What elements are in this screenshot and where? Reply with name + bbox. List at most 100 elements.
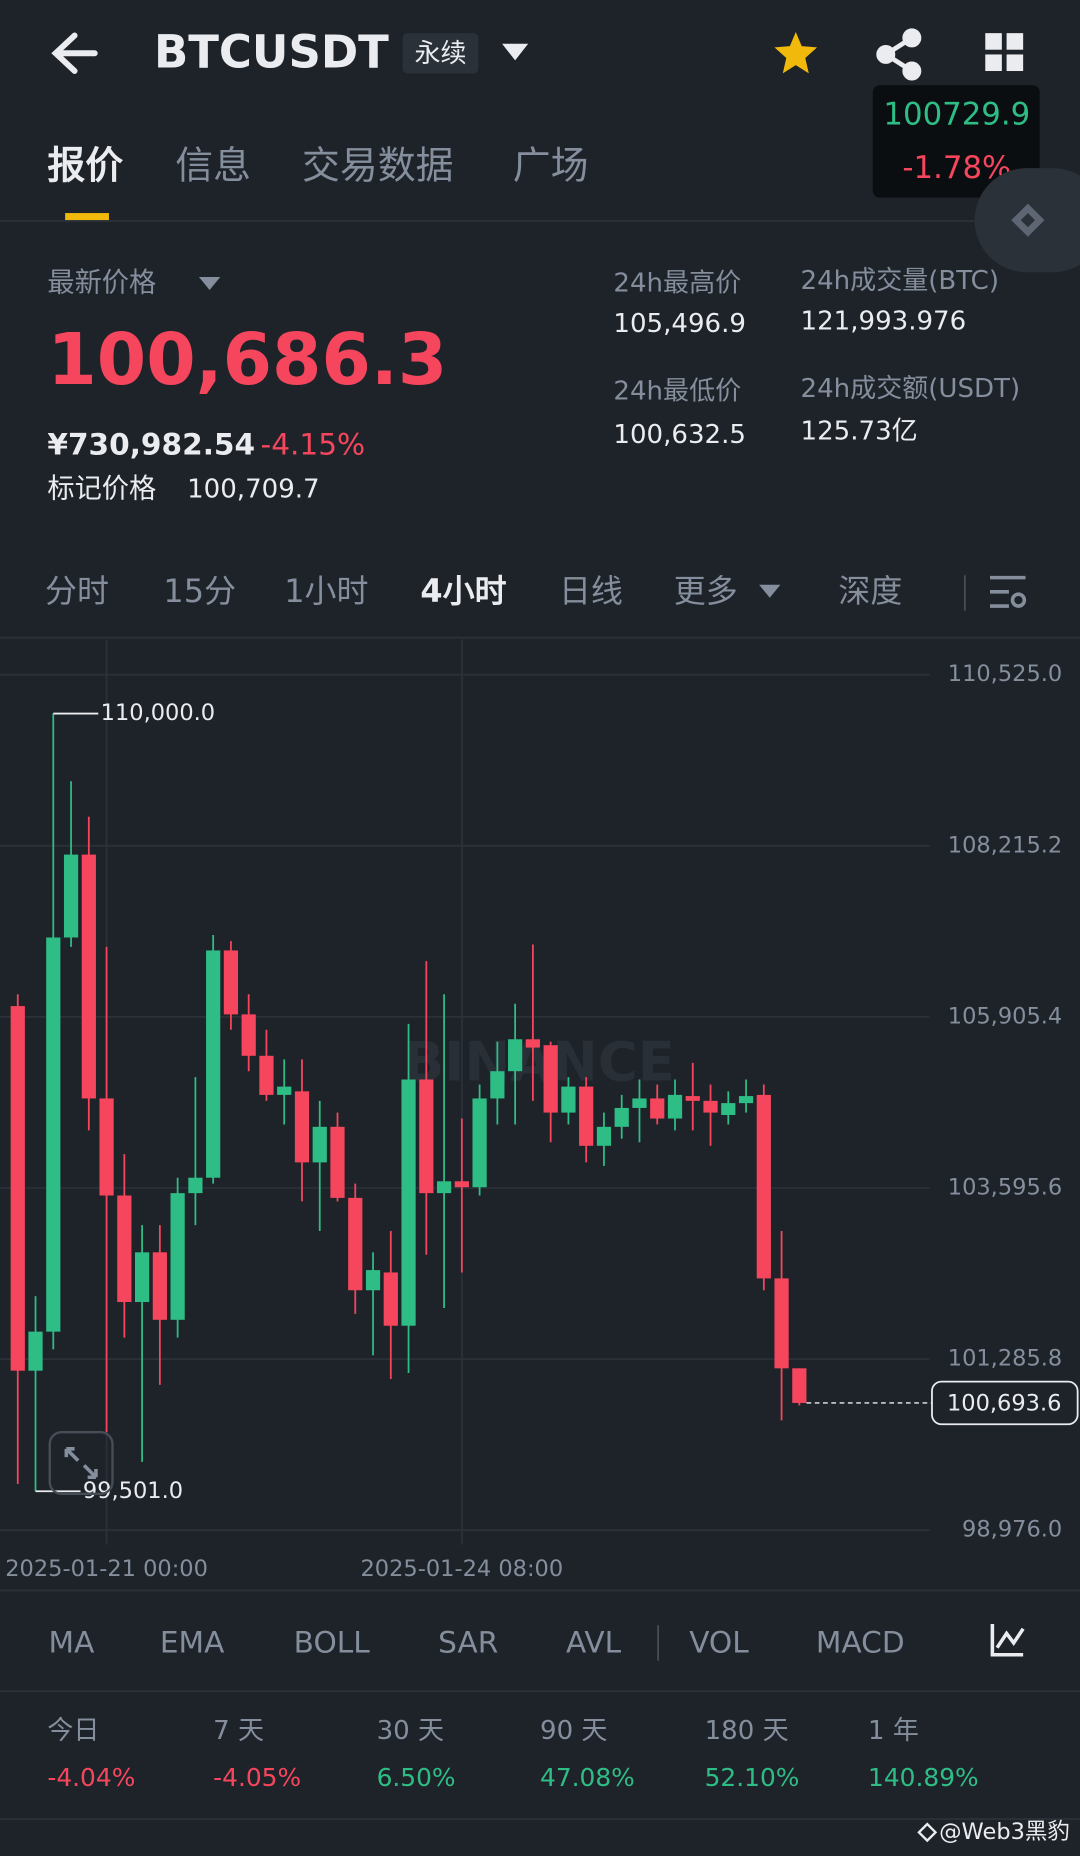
indicator-settings[interactable] — [990, 1624, 1025, 1657]
period-change: -4.04% — [47, 1763, 135, 1792]
candle-body — [170, 1193, 185, 1320]
footer-icon — [917, 1822, 938, 1843]
separator — [657, 1625, 660, 1661]
candle-body — [46, 937, 61, 1332]
stat-value: 125.73亿 — [801, 417, 918, 447]
indicator[interactable]: EMA — [160, 1626, 224, 1660]
candle-body — [543, 1045, 558, 1113]
x-tick-label: 2025-01-21 00:00 — [5, 1556, 208, 1582]
indicator[interactable]: MACD — [816, 1626, 905, 1660]
candle-body — [579, 1086, 594, 1146]
period-label: 180 天 — [705, 1716, 789, 1746]
fullscreen-button[interactable] — [48, 1431, 114, 1495]
candle-body — [419, 1079, 434, 1194]
indicator[interactable]: BOLL — [294, 1626, 371, 1660]
price-label: 最新价格 — [47, 268, 156, 299]
candle-body — [508, 1039, 523, 1072]
more-dropdown[interactable] — [759, 584, 781, 598]
tab[interactable]: 交易数据 — [302, 144, 454, 188]
y-tick-label: 105,905.4 — [948, 1003, 1062, 1029]
candle-body — [632, 1098, 647, 1108]
price-dropdown[interactable] — [198, 276, 221, 290]
candle-body — [99, 1098, 114, 1196]
stat-label: 24h成交量(BTC) — [801, 266, 999, 296]
timeframe[interactable]: 15分 — [163, 572, 236, 610]
y-tick-label: 108,215.2 — [948, 832, 1062, 858]
candle-body — [81, 854, 96, 1099]
candle-body — [152, 1252, 167, 1320]
symbol-dropdown[interactable] — [502, 43, 529, 61]
chart-settings[interactable] — [989, 575, 1027, 608]
separator — [963, 575, 966, 611]
tab[interactable]: 信息 — [175, 144, 251, 188]
indicator[interactable]: SAR — [438, 1626, 498, 1660]
annotation-label: 99,501.0 — [83, 1478, 183, 1504]
candle-body — [472, 1098, 487, 1188]
timeframe[interactable]: 更多 — [674, 572, 738, 610]
candle-body — [703, 1100, 718, 1113]
y-tick-label: 98,976.0 — [962, 1517, 1062, 1543]
candle-body — [401, 1079, 416, 1326]
candle-body — [596, 1126, 612, 1146]
y-tick-label: 103,595.6 — [948, 1174, 1062, 1200]
tab[interactable]: 报价 — [47, 144, 123, 188]
period-label: 30 天 — [377, 1716, 444, 1746]
share[interactable] — [876, 28, 922, 81]
candle-body — [614, 1107, 629, 1127]
back-button[interactable] — [51, 32, 98, 74]
cny-price: ¥730,982.54 — [47, 428, 255, 462]
candle-body — [259, 1055, 274, 1095]
mini-ticker — [872, 85, 1040, 198]
mark-label: 标记价格 — [47, 474, 156, 505]
indicator[interactable]: MA — [49, 1626, 95, 1660]
period-change: 47.08% — [540, 1763, 635, 1792]
candle-body — [348, 1197, 363, 1291]
candle-body — [561, 1086, 576, 1113]
candle-body — [383, 1272, 398, 1326]
candle-body — [277, 1086, 292, 1095]
timeframe[interactable]: 1小时 — [284, 572, 368, 610]
timeframe[interactable]: 4小时 — [420, 572, 506, 610]
candle-body — [117, 1195, 132, 1303]
divider — [0, 1690, 1080, 1693]
candle-body — [294, 1091, 310, 1163]
y-tick-label: 101,285.8 — [948, 1346, 1062, 1372]
period-label: 今日 — [47, 1716, 99, 1746]
period-change: -4.05% — [213, 1763, 301, 1792]
candle-body — [206, 950, 221, 1178]
candle-body — [312, 1126, 327, 1163]
indicator[interactable]: AVL — [566, 1626, 622, 1660]
favorite[interactable] — [774, 31, 818, 74]
period-change: 140.89% — [868, 1763, 979, 1792]
last-price-box — [931, 1380, 1079, 1426]
indicator[interactable]: VOL — [689, 1626, 749, 1660]
candle-body — [188, 1177, 203, 1194]
performance-row: 今日 -4.04% 7 天 -4.05% 30 天 6.50% 90 天 47.08% 180 … — [47, 1716, 978, 1792]
stat-value: 105,496.9 — [613, 309, 746, 339]
layout-menu[interactable] — [985, 33, 1024, 72]
candle-body — [365, 1270, 381, 1291]
annotation-label: 110,000.0 — [101, 700, 215, 726]
stat-label: 24h最低价 — [613, 376, 741, 406]
candle-body — [436, 1181, 452, 1194]
stat-value: 121,993.976 — [801, 306, 967, 336]
candle-body — [525, 1039, 540, 1048]
x-tick-label: 2025-01-24 08:00 — [361, 1556, 564, 1582]
candlestick-chart: BINANCE110,525.0108,215.2105,905.4103,59… — [0, 639, 1079, 1582]
period-label: 1 年 — [868, 1716, 919, 1746]
floating-button[interactable] — [974, 168, 1080, 273]
candle-body — [650, 1098, 665, 1119]
timeframe[interactable]: 日线 — [559, 572, 623, 610]
tab[interactable]: 广场 — [513, 144, 589, 188]
timeframe[interactable]: 深度 — [838, 572, 902, 610]
candle-body — [223, 950, 239, 1015]
candle-body — [738, 1096, 754, 1104]
stat-label: 24h最高价 — [613, 269, 741, 299]
candle-body — [28, 1331, 43, 1371]
timeframe[interactable]: 分时 — [45, 572, 109, 610]
period-label: 7 天 — [213, 1716, 264, 1746]
stat-value: 100,632.5 — [613, 420, 746, 450]
candle-body — [792, 1368, 807, 1403]
